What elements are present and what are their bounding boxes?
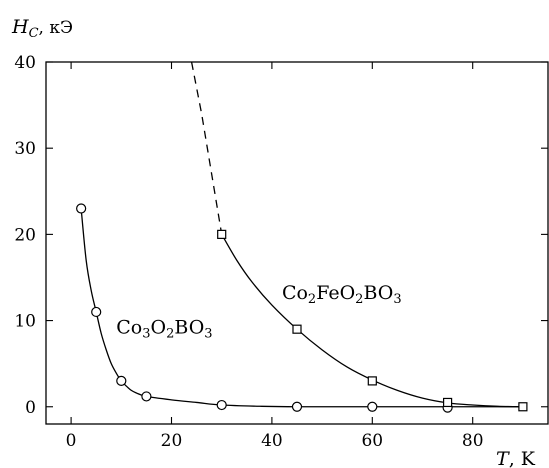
series-2-label-part: 2 [308,292,316,307]
series-1-point [216,399,227,411]
y-tick-label: 20 [14,225,36,245]
series-2-label-part: BO [363,282,393,304]
series-2-label-part: Co [282,282,308,304]
series-2-label: Co2FeO2BO3 [282,282,402,307]
x-axis-title-unit: , K [509,448,536,468]
y-axis-title-var: H [11,16,29,38]
series-1-point [367,401,378,412]
x-tick-label: 20 [161,431,183,451]
series-1-point [116,375,127,387]
x-tick-label: 40 [261,431,283,451]
y-axis-title: HC, кЭ [11,16,73,41]
series-2-point [292,324,302,334]
series-2-point [367,376,377,386]
series-1-label-part: O [151,317,167,339]
series-1-curve [80,208,523,408]
x-tick-label: 0 [66,431,77,451]
series-2-label-part: FeO [316,282,355,304]
x-tick-label: 80 [462,431,484,451]
series-1-label: Co3O2BO3 [116,317,212,342]
series-1-point [91,306,102,318]
y-tick-label: 0 [25,398,36,418]
series-2-curve [221,234,523,408]
series-2-label-part: 2 [355,292,363,307]
series-1-label-part: 3 [204,327,212,342]
plot-frame [45,61,549,425]
series-2-point [443,397,453,408]
series-2-label-part: 3 [393,292,401,307]
series-2-point [518,402,528,412]
x-axis-title-var: T [496,448,510,468]
series-2-point [217,229,227,239]
series-1-label-part: BO [174,317,204,339]
y-tick-label: 10 [14,312,36,332]
x-tick-label: 60 [361,431,383,451]
series-1-label-part: Co [116,317,142,339]
y-axis-title-sub: C [29,26,39,41]
series-2-dashed-extrapolation [190,61,223,235]
y-tick-label: 40 [14,53,36,73]
x-axis-title: T, K [496,448,536,468]
series-1-point [76,203,87,214]
series-1-label-part: 2 [166,327,174,342]
series-1-point [141,391,152,402]
series-1-point [291,401,303,412]
y-axis-title-unit: , кЭ [39,18,73,38]
y-tick-label: 30 [14,139,36,159]
series-1-label-part: 3 [142,327,150,342]
